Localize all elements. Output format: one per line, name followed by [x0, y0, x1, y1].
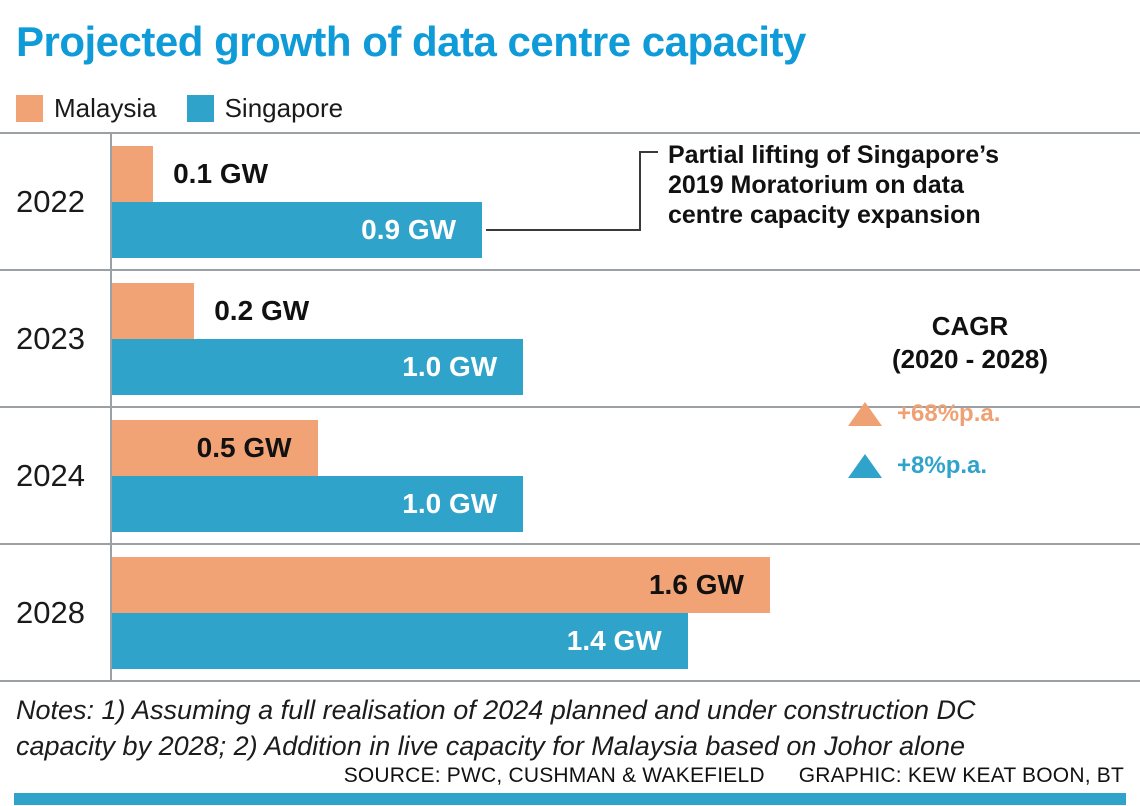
- bar-value-label: 1.4 GW: [566, 625, 662, 656]
- chart-legend: Malaysia Singapore: [16, 93, 343, 124]
- malaysia-growth-triangle-icon: [848, 402, 882, 426]
- bar-group: 0.1 GW 0.9 GW: [112, 146, 1140, 258]
- singapore-swatch-icon: [186, 95, 214, 122]
- chart-row-2022: 2022 0.1 GW 0.9 GW: [0, 132, 1140, 269]
- source-text: SOURCE: PWC, CUSHMAN & WAKEFIELD: [343, 764, 765, 787]
- bar-group: 1.6 GW 1.4 GW: [112, 557, 1140, 669]
- bar-value-label: 0.5 GW: [196, 432, 292, 463]
- bar-singapore-2028: 1.4 GW: [112, 613, 688, 669]
- source-credit-row: SOURCE: PWC, CUSHMAN & WAKEFIELD GRAPHIC…: [344, 764, 1124, 788]
- footer-accent-strip: [14, 793, 1126, 805]
- bar-value-label: 1.0 GW: [402, 488, 498, 519]
- legend-item-singapore: Singapore: [186, 93, 344, 124]
- cagr-value: +68%p.a.: [897, 400, 1001, 427]
- bar-value-label: 1.6 GW: [648, 569, 744, 600]
- malaysia-swatch-icon: [16, 95, 43, 122]
- cagr-title: CAGR: [931, 311, 1009, 341]
- bar-singapore-2023: 1.0 GW: [112, 339, 524, 395]
- cagr-panel: CAGR (2020 - 2028) +68%p.a. +8%p.a.: [828, 310, 1112, 480]
- bar-malaysia-2022: [112, 146, 154, 202]
- graphic-credit-text: GRAPHIC: KEW KEAT BOON, BT: [798, 764, 1124, 787]
- bar-value-label: 1.0 GW: [402, 351, 498, 382]
- legend-label: Malaysia: [54, 93, 157, 123]
- chart-row-2023: 2023 0.2 GW 1.0 GW: [0, 269, 1140, 406]
- bar-value-label: 0.9 GW: [361, 214, 457, 245]
- legend-label: Singapore: [224, 93, 344, 123]
- cagr-item-malaysia: +68%p.a.: [848, 400, 1112, 428]
- bar-value-label: 0.1 GW: [173, 158, 269, 189]
- year-label: 2024: [16, 457, 85, 493]
- year-label: 2028: [16, 594, 85, 630]
- chart-row-2028: 2028 1.6 GW 1.4 GW: [0, 543, 1140, 680]
- cagr-subtitle: (2020 - 2028): [891, 344, 1049, 374]
- bar-malaysia-2028: 1.6 GW: [112, 557, 770, 613]
- cagr-item-singapore: +8%p.a.: [848, 452, 1112, 480]
- year-label: 2022: [16, 183, 85, 219]
- chart-row-2024: 2024 0.5 GW 1.0 GW: [0, 406, 1140, 543]
- cagr-value: +8%p.a.: [897, 452, 988, 479]
- year-label: 2023: [16, 320, 85, 356]
- bar-group: 0.2 GW 1.0 GW: [112, 283, 1140, 395]
- bar-singapore-2024: 1.0 GW: [112, 476, 524, 532]
- chart-notes: Notes: 1) Assuming a full realisation of…: [16, 695, 976, 761]
- bar-value-label: 0.2 GW: [214, 295, 310, 326]
- bar-malaysia-2023: [112, 283, 195, 339]
- singapore-growth-triangle-icon: [848, 454, 882, 478]
- bar-singapore-2022: 0.9 GW: [112, 202, 483, 258]
- bar-chart: 2022 0.1 GW 0.9 GW 2023 0.2 GW: [0, 132, 1140, 682]
- moratorium-annotation: Partial lifting of Singapore’s 2019 Mora…: [668, 141, 1000, 229]
- page-title: Projected growth of data centre capacity: [16, 18, 806, 65]
- legend-item-malaysia: Malaysia: [16, 93, 157, 124]
- bar-malaysia-2024: 0.5 GW: [112, 420, 318, 476]
- bar-group: 0.5 GW 1.0 GW: [112, 420, 1140, 532]
